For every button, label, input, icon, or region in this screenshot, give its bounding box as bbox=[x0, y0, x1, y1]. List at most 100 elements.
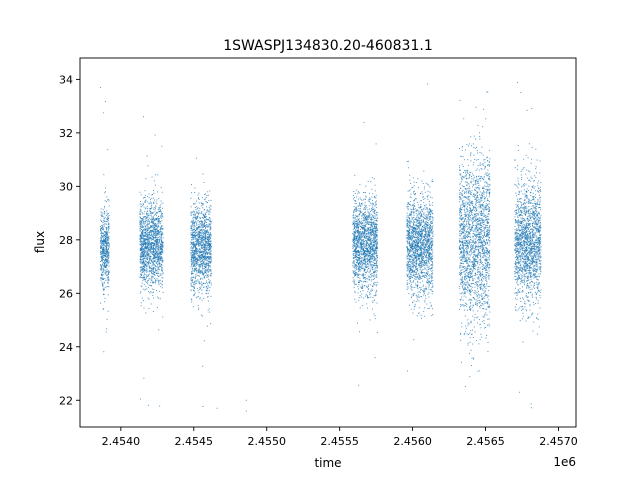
data-point-4084 bbox=[357, 246, 359, 248]
data-point-4819 bbox=[359, 204, 361, 206]
data-point-192 bbox=[105, 231, 107, 233]
data-point-3010 bbox=[202, 173, 204, 175]
data-point-4673 bbox=[363, 225, 365, 227]
data-point-4803 bbox=[371, 290, 372, 292]
data-point-2400 bbox=[208, 244, 210, 246]
data-point-2927 bbox=[208, 249, 210, 251]
data-point-2753 bbox=[202, 202, 204, 204]
data-point-4491 bbox=[356, 246, 358, 248]
data-point-4805 bbox=[362, 248, 364, 250]
data-point-425 bbox=[104, 250, 106, 252]
data-point-3014 bbox=[203, 286, 205, 288]
data-point-1450 bbox=[142, 255, 144, 257]
data-point-2623 bbox=[195, 218, 197, 220]
data-point-1611 bbox=[154, 248, 156, 250]
data-point-3093 bbox=[206, 290, 208, 292]
data-point-2375 bbox=[204, 283, 206, 285]
data-point-2752 bbox=[196, 251, 198, 253]
data-point-4494 bbox=[374, 213, 376, 215]
data-point-906 bbox=[154, 184, 156, 186]
data-point-3467 bbox=[353, 196, 355, 198]
data-point-3011 bbox=[208, 213, 210, 215]
data-point-1073 bbox=[152, 212, 154, 214]
data-point-482 bbox=[105, 241, 107, 243]
data-point-2788 bbox=[203, 262, 205, 264]
data-point-3734 bbox=[370, 221, 372, 223]
data-point-502 bbox=[103, 244, 105, 246]
data-point-525 bbox=[106, 242, 108, 244]
data-point-3987 bbox=[355, 283, 357, 285]
data-point-4518 bbox=[372, 249, 374, 251]
data-point-4907 bbox=[408, 266, 410, 268]
data-point-3686 bbox=[363, 257, 365, 259]
data-point-2552 bbox=[192, 285, 194, 287]
data-point-4419 bbox=[365, 205, 367, 207]
data-point-406 bbox=[102, 268, 104, 270]
data-point-3998 bbox=[375, 259, 377, 261]
data-point-4392 bbox=[354, 264, 356, 266]
data-point-1824 bbox=[149, 262, 151, 264]
data-point-1398 bbox=[145, 226, 146, 228]
data-point-3977 bbox=[374, 245, 376, 247]
data-point-2496 bbox=[199, 244, 201, 246]
data-point-3133 bbox=[192, 235, 194, 237]
data-point-4309 bbox=[358, 269, 360, 271]
data-point-850 bbox=[140, 270, 142, 272]
data-point-2953 bbox=[202, 225, 204, 227]
data-point-1395 bbox=[147, 226, 149, 228]
data-point-1434 bbox=[152, 226, 154, 228]
data-point-3259 bbox=[209, 218, 211, 220]
data-point-1860 bbox=[158, 262, 160, 264]
data-point-2415 bbox=[191, 285, 193, 287]
data-point-3101 bbox=[193, 203, 195, 205]
data-point-3528 bbox=[371, 278, 373, 280]
data-point-4777 bbox=[370, 238, 372, 240]
data-point-333 bbox=[100, 266, 102, 268]
data-point-2974 bbox=[203, 243, 205, 245]
data-point-800 bbox=[161, 241, 163, 243]
data-point-1402 bbox=[161, 249, 163, 251]
data-point-4478 bbox=[362, 244, 364, 246]
data-point-3533 bbox=[358, 232, 360, 234]
data-point-1297 bbox=[153, 247, 155, 249]
data-point-471 bbox=[108, 262, 110, 264]
data-point-1662 bbox=[139, 191, 141, 193]
data-point-4191 bbox=[354, 270, 356, 272]
data-point-1592 bbox=[142, 260, 144, 262]
data-point-3945 bbox=[354, 245, 356, 247]
data-point-4989 bbox=[429, 218, 431, 220]
data-point-4938 bbox=[427, 241, 429, 243]
data-point-459 bbox=[101, 276, 103, 278]
data-point-4839 bbox=[423, 243, 425, 245]
data-point-590 bbox=[147, 165, 149, 167]
data-point-1694 bbox=[139, 220, 141, 222]
data-point-2822 bbox=[197, 239, 199, 241]
data-point-2674 bbox=[190, 259, 192, 261]
data-point-2765 bbox=[192, 253, 194, 255]
data-point-270 bbox=[108, 255, 110, 257]
data-point-1481 bbox=[158, 207, 160, 209]
data-point-3039 bbox=[202, 251, 204, 253]
data-point-4222 bbox=[354, 202, 356, 204]
data-point-4300 bbox=[355, 273, 357, 275]
data-point-4746 bbox=[372, 214, 374, 216]
data-point-3044 bbox=[191, 211, 193, 213]
data-point-1431 bbox=[153, 266, 155, 268]
data-point-2223 bbox=[198, 292, 200, 294]
data-point-4540 bbox=[371, 288, 373, 290]
data-point-2820 bbox=[210, 252, 212, 254]
data-point-4106 bbox=[352, 223, 354, 225]
data-point-3638 bbox=[360, 222, 362, 224]
data-point-1624 bbox=[145, 258, 147, 260]
data-point-690 bbox=[155, 270, 157, 272]
data-point-4148 bbox=[359, 225, 361, 227]
data-point-1910 bbox=[146, 233, 148, 235]
data-point-965 bbox=[155, 241, 157, 243]
data-point-4738 bbox=[356, 222, 358, 224]
data-point-1705 bbox=[140, 244, 142, 246]
data-point-4843 bbox=[415, 229, 417, 231]
data-point-129 bbox=[106, 328, 108, 330]
data-point-4567 bbox=[372, 222, 374, 224]
data-point-1623 bbox=[157, 250, 159, 252]
data-point-1955 bbox=[146, 218, 148, 220]
